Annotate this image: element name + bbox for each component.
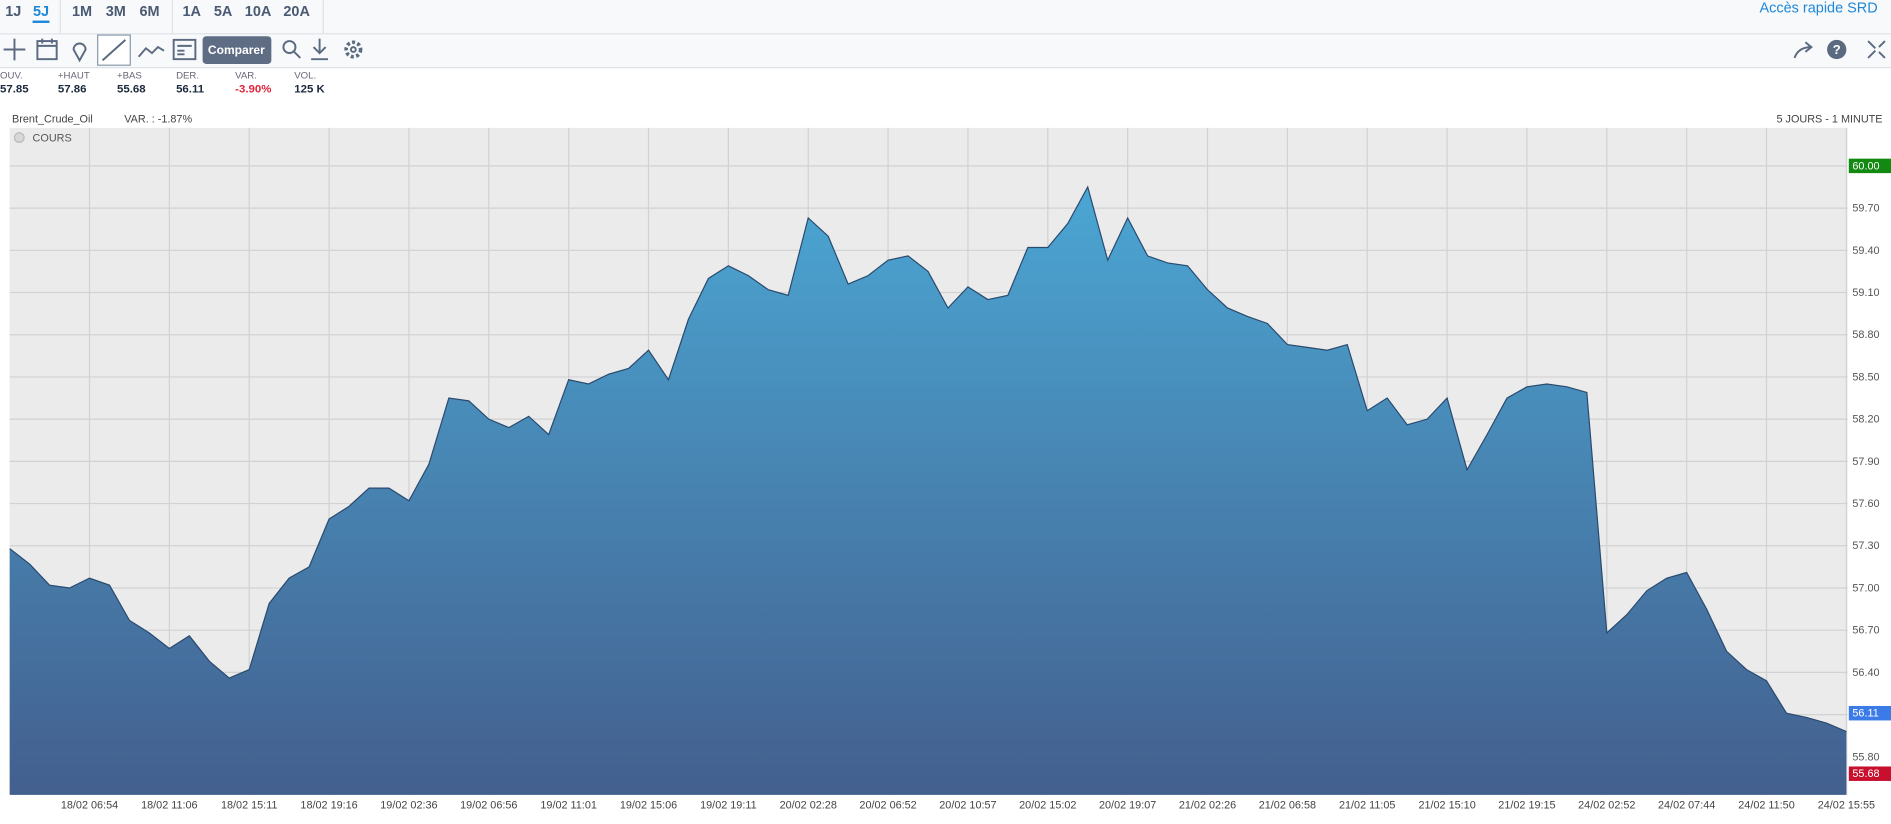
y-tick-label: 57.60 — [1852, 498, 1879, 510]
x-tick-label: 24/02 11:50 — [1738, 800, 1794, 812]
y-tick-label: 59.40 — [1852, 245, 1879, 257]
download-icon[interactable] — [311, 38, 329, 61]
quick-access[interactable]: Accès rapide SRD — [1760, 0, 1878, 16]
pin-icon[interactable] — [72, 42, 87, 63]
stat-label: VOL. — [294, 71, 316, 82]
stat-value: 125 K — [294, 83, 325, 95]
x-tick-label: 21/02 19:15 — [1498, 800, 1555, 812]
price-marker-label: 55.68 — [1852, 768, 1879, 780]
period-button[interactable]: 3M — [106, 4, 126, 20]
y-tick-label: 56.40 — [1852, 667, 1879, 679]
settings-icon[interactable] — [344, 40, 363, 59]
x-tick-label: 18/02 06:54 — [61, 800, 118, 812]
period-button[interactable]: 1A — [183, 4, 202, 20]
stat-value: -3.90% — [235, 83, 271, 95]
share-icon[interactable] — [1793, 41, 1813, 59]
legend-label: COURS — [33, 133, 72, 145]
stat-label: DER. — [176, 71, 199, 82]
x-tick-label: 19/02 15:06 — [620, 800, 677, 812]
x-tick-label: 19/02 06:56 — [460, 800, 517, 812]
period-button[interactable]: 10A — [245, 4, 272, 20]
x-tick-label: 19/02 02:36 — [380, 800, 437, 812]
price-line — [9, 185, 1847, 733]
x-tick-label: 18/02 19:16 — [300, 800, 357, 812]
y-tick-label: 58.80 — [1852, 329, 1879, 341]
x-tick-label: 24/02 02:52 — [1578, 800, 1635, 812]
period-button-active[interactable]: 5J — [33, 4, 49, 20]
stat-value: 57.86 — [58, 83, 87, 95]
legend-icon — [13, 132, 25, 143]
period-button[interactable]: 6M — [139, 4, 159, 20]
price-marker-label: 56.11 — [1852, 708, 1878, 720]
line-tool-icon[interactable] — [97, 34, 131, 66]
period-label: 5 JOURS - 1 MINUTE — [1777, 113, 1883, 125]
stat-label: VAR. — [235, 71, 257, 82]
y-tick-label: 55.80 — [1852, 751, 1879, 763]
stats: OUV. 57.85 +HAUT 57.86 +BAS 55.68 DER. 5… — [0, 71, 326, 96]
price-marker — [1848, 705, 1891, 721]
help-icon[interactable]: ? — [1827, 39, 1847, 60]
period-button[interactable]: 1J — [5, 4, 21, 20]
x-tick-label: 24/02 15:55 — [1818, 800, 1875, 812]
chart-subtitle: VAR. : -1.87% — [124, 113, 192, 125]
x-tick-label: 19/02 11:01 — [540, 800, 596, 812]
y-tick-label: 59.10 — [1852, 287, 1879, 299]
period-button[interactable]: 5A — [214, 4, 233, 20]
y-tick-label: 59.70 — [1852, 203, 1879, 215]
axis-labels: 55.8056.1056.4056.7057.0057.3057.6057.90… — [61, 158, 1891, 812]
x-tick-label: 20/02 06:52 — [859, 800, 916, 812]
y-tick-label: 58.20 — [1852, 414, 1879, 426]
y-tick-label: 57.00 — [1852, 582, 1879, 594]
x-tick-label: 21/02 02:26 — [1179, 800, 1236, 812]
y-tick-label: 57.90 — [1852, 456, 1879, 468]
stat-value: 57.85 — [0, 83, 29, 95]
x-tick-label: 20/02 19:07 — [1099, 800, 1156, 812]
chart-title: Brent_Crude_Oil — [12, 113, 93, 125]
stat-label: OUV. — [0, 71, 23, 82]
calendar-icon[interactable] — [36, 38, 58, 61]
x-tick-label: 21/02 11:05 — [1339, 800, 1395, 812]
active-underline — [32, 20, 50, 23]
x-tick-label: 21/02 06:58 — [1259, 800, 1316, 812]
period-button[interactable]: 1M — [72, 4, 92, 20]
search-icon[interactable] — [282, 40, 301, 59]
period-button[interactable]: 20A — [283, 4, 310, 20]
x-tick-label: 20/02 02:28 — [780, 800, 837, 812]
y-tick-label: 60.00 — [1852, 160, 1879, 172]
x-tick-label: 20/02 15:02 — [1019, 800, 1076, 812]
x-tick-label: 18/02 15:11 — [221, 800, 277, 812]
x-tick-label: 21/02 15:10 — [1418, 800, 1475, 812]
crosshair-icon[interactable] — [3, 38, 26, 61]
tick-highlight — [1848, 158, 1891, 174]
stat-label: +HAUT — [58, 71, 90, 82]
svg-text:?: ? — [1833, 42, 1841, 57]
news-icon[interactable] — [172, 38, 197, 61]
toolbar: 1J 5J 1M 3M 6M 1A 5A 10A 20A Accès rapid… — [0, 0, 1891, 69]
x-tick-label: 24/02 07:44 — [1658, 800, 1715, 812]
area-icon[interactable] — [137, 45, 165, 58]
compare-label[interactable]: Comparer — [208, 43, 265, 57]
fullscreen-icon[interactable] — [1867, 40, 1886, 59]
x-tick-label: 20/02 10:57 — [939, 800, 996, 812]
price-marker — [1848, 766, 1891, 781]
area — [9, 186, 1847, 795]
y-tick-label: 57.30 — [1852, 540, 1879, 552]
stat-value: 55.68 — [117, 83, 146, 95]
x-tick-label: 18/02 11:06 — [141, 800, 197, 812]
y-tick-label: 58.50 — [1852, 371, 1879, 383]
x-tick-label: 19/02 19:11 — [700, 800, 756, 812]
stat-value: 56.11 — [176, 83, 205, 95]
y-tick-label: 56.70 — [1852, 625, 1879, 637]
series — [9, 185, 1847, 795]
compare-button[interactable] — [202, 36, 272, 64]
stat-label: +BAS — [117, 71, 142, 82]
